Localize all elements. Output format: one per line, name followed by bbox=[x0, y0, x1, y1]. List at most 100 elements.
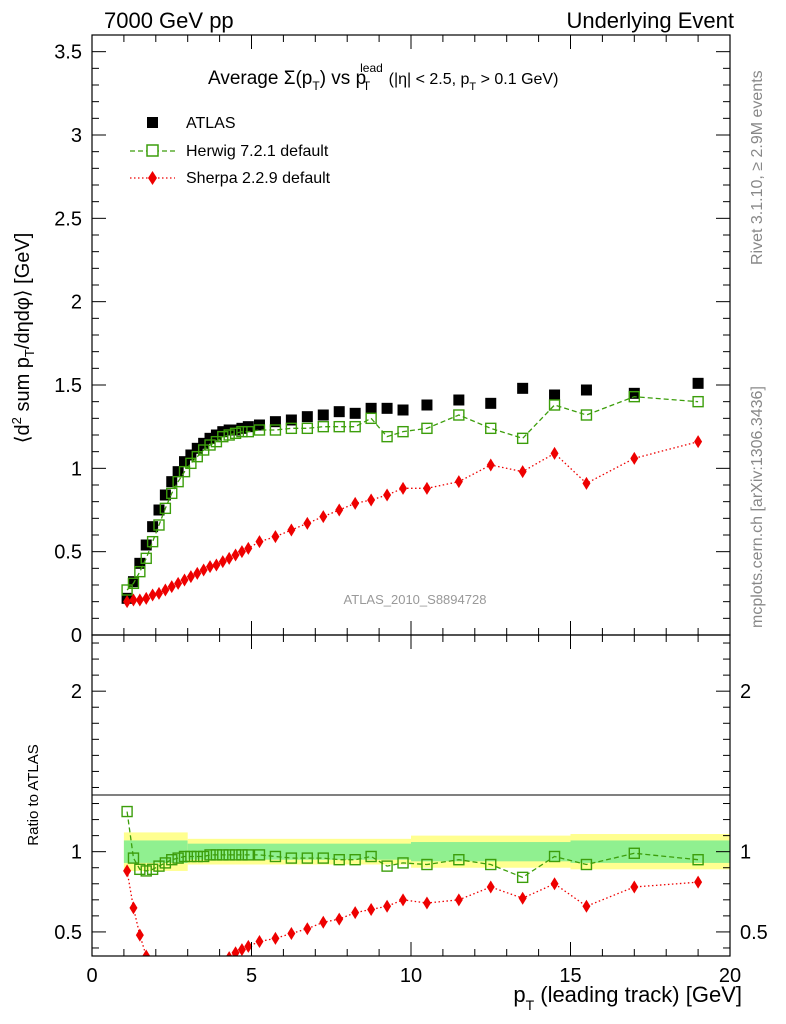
legend-label-sherpa: Sherpa 2.2.9 default bbox=[186, 170, 331, 187]
sherpa-data-point bbox=[550, 877, 559, 891]
sherpa-data-point bbox=[135, 593, 144, 607]
x-label-sub: T bbox=[526, 997, 535, 1013]
sherpa-data-point bbox=[383, 488, 392, 502]
sherpa-data-point bbox=[206, 964, 214, 977]
sherpa-data-point bbox=[187, 975, 195, 988]
title-part: > 0.1 GeV) bbox=[476, 71, 558, 88]
x-tick-label: 20 bbox=[719, 965, 741, 987]
herwig-data-point bbox=[301, 852, 314, 864]
sherpa-data-point bbox=[231, 548, 240, 562]
herwig-data-point bbox=[365, 412, 377, 425]
sherpa-data-point bbox=[161, 583, 170, 597]
analysis-id: ATLAS_2010_S8894728 bbox=[344, 592, 487, 607]
herwig-data-point bbox=[692, 854, 704, 866]
atlas-data-point bbox=[166, 476, 178, 488]
y-tick-label: 2.5 bbox=[54, 208, 82, 230]
sherpa-data-point bbox=[123, 864, 132, 878]
atlas-data-point bbox=[381, 402, 393, 414]
herwig-data-point bbox=[229, 427, 242, 440]
sherpa-data-point bbox=[222, 955, 223, 956]
x-tick-label: 0 bbox=[86, 965, 97, 987]
sherpa-data-point bbox=[167, 580, 176, 594]
atlas-data-point bbox=[230, 424, 242, 436]
sherpa-data-point bbox=[351, 496, 360, 510]
plot-title: Average Σ(pT) vs plead T (|η| < 2.5, pT >… bbox=[208, 61, 558, 93]
sherpa-data-point bbox=[244, 541, 253, 555]
title-sub: T bbox=[363, 79, 371, 93]
herwig-data-point bbox=[153, 519, 165, 531]
sherpa-data-point bbox=[454, 893, 463, 907]
herwig-data-point bbox=[349, 854, 361, 866]
legend-marker-atlas bbox=[147, 117, 158, 128]
ratio-y-tick-label: 0.5 bbox=[54, 922, 82, 944]
sherpa-data-point bbox=[155, 970, 163, 983]
sherpa-data-point bbox=[149, 961, 157, 974]
sherpa-data-point bbox=[303, 516, 312, 530]
sherpa-data-point bbox=[271, 530, 280, 544]
herwig-data-point bbox=[140, 865, 152, 877]
title-sub: T bbox=[469, 81, 476, 93]
sherpa-data-point bbox=[454, 475, 463, 489]
legend-marker-sherpa bbox=[148, 171, 157, 185]
herwig-data-point bbox=[185, 850, 197, 863]
herwig-data-point bbox=[191, 850, 203, 863]
herwig-data-point bbox=[236, 849, 248, 861]
herwig-data-point bbox=[269, 424, 282, 436]
sherpa-data-point bbox=[287, 523, 296, 537]
header-left: 7000 GeV pp bbox=[104, 8, 234, 33]
title-part: ) vs p bbox=[320, 68, 366, 89]
sherpa-data-point bbox=[287, 927, 296, 941]
legend-label-herwig: Herwig 7.2.1 default bbox=[186, 143, 329, 160]
sherpa-data-point bbox=[303, 922, 312, 936]
herwig-data-point bbox=[217, 430, 229, 443]
herwig-data-point bbox=[253, 424, 266, 436]
sherpa-data-point bbox=[200, 967, 208, 980]
ratio-panel-frame bbox=[91, 634, 731, 957]
sherpa-data-point bbox=[237, 943, 246, 956]
herwig-data-point bbox=[140, 552, 152, 565]
ratio-panel-data bbox=[121, 805, 704, 988]
y-tick-label: 1 bbox=[71, 458, 82, 480]
ratio-y-tick-label: 2 bbox=[71, 681, 82, 703]
herwig-data-point bbox=[453, 409, 465, 421]
herwig-data-point bbox=[166, 487, 178, 500]
herwig-data-point bbox=[153, 860, 165, 872]
herwig-data-point bbox=[242, 849, 255, 861]
herwig-data-point bbox=[210, 849, 223, 861]
herwig-data-point bbox=[204, 439, 216, 451]
atlas-data-point bbox=[236, 422, 248, 434]
herwig-data-point bbox=[333, 854, 345, 866]
atlas-data-point bbox=[485, 397, 497, 409]
sherpa-data-point bbox=[518, 891, 527, 905]
sherpa-data-point bbox=[129, 593, 138, 607]
title-part: Average Σ(p bbox=[208, 68, 312, 89]
herwig-data-point bbox=[333, 420, 345, 433]
atlas-data-point bbox=[628, 387, 640, 399]
legend-label-atlas: ATLAS bbox=[186, 115, 236, 132]
band-inner-segment bbox=[187, 843, 252, 860]
herwig-data-point bbox=[242, 425, 255, 438]
sherpa-data-point bbox=[154, 586, 163, 600]
herwig-data-point bbox=[166, 854, 178, 866]
y-axis-label-ratio: Ratio to ATLAS bbox=[25, 744, 42, 845]
atlas-data-point bbox=[172, 466, 184, 478]
herwig-data-point bbox=[172, 852, 184, 864]
herwig-data-point bbox=[349, 420, 361, 433]
sherpa-data-point bbox=[142, 591, 151, 605]
herwig-data-point bbox=[178, 465, 191, 478]
atlas-data-point bbox=[333, 406, 345, 418]
y-label-part: /dηdφ⟩ [GeV] bbox=[12, 233, 34, 349]
sherpa-data-point bbox=[212, 959, 220, 972]
sherpa-data-point bbox=[237, 545, 246, 559]
legend-marker-herwig bbox=[146, 144, 159, 157]
herwig-data-point bbox=[185, 457, 197, 470]
atlas-data-point bbox=[517, 382, 529, 394]
herwig-data-point bbox=[159, 857, 172, 869]
herwig-data-point bbox=[381, 860, 393, 872]
y-tick-label: 1.5 bbox=[54, 375, 82, 397]
herwig-data-point bbox=[421, 858, 433, 871]
sherpa-data-point bbox=[212, 558, 221, 572]
sherpa-data-point bbox=[694, 875, 703, 889]
atlas-data-point bbox=[159, 489, 171, 501]
